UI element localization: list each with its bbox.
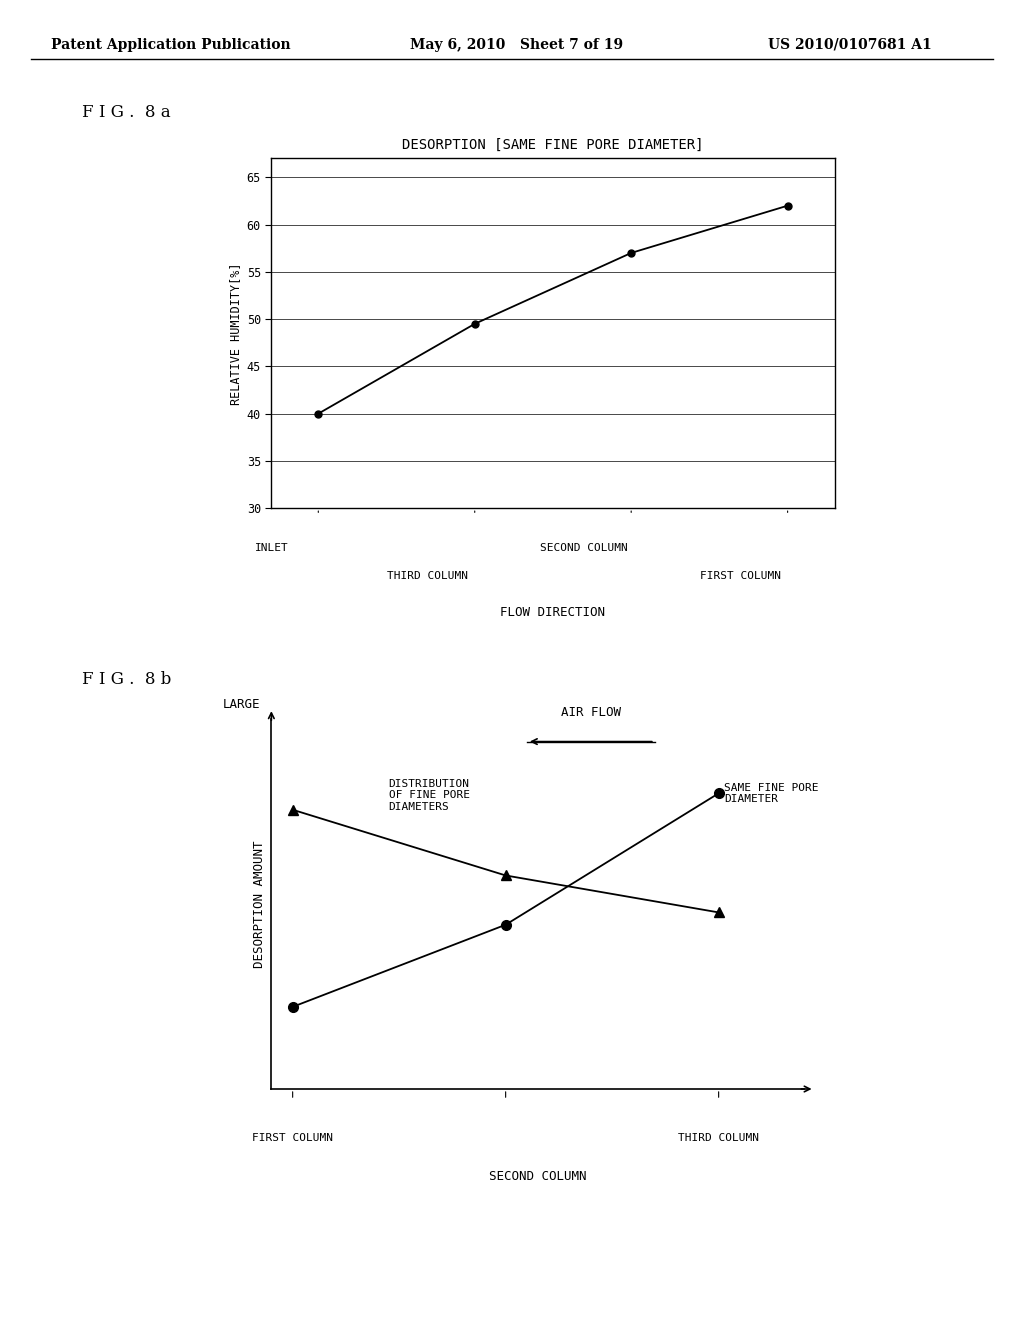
Text: AIR FLOW: AIR FLOW (561, 705, 621, 718)
Text: THIRD COLUMN: THIRD COLUMN (678, 1134, 759, 1143)
Y-axis label: RELATIVE HUMIDITY[%]: RELATIVE HUMIDITY[%] (229, 263, 243, 404)
Y-axis label: DESORPTION AMOUNT: DESORPTION AMOUNT (253, 841, 266, 968)
Text: US 2010/0107681 A1: US 2010/0107681 A1 (768, 38, 932, 51)
Text: FIRST COLUMN: FIRST COLUMN (700, 572, 781, 581)
Text: LARGE: LARGE (223, 698, 261, 711)
Text: SAME FINE PORE
DIAMETER: SAME FINE PORE DIAMETER (724, 783, 818, 804)
Text: May 6, 2010   Sheet 7 of 19: May 6, 2010 Sheet 7 of 19 (410, 38, 623, 51)
Text: Patent Application Publication: Patent Application Publication (51, 38, 291, 51)
Text: INLET: INLET (255, 544, 288, 553)
Text: FIRST COLUMN: FIRST COLUMN (252, 1134, 333, 1143)
Text: THIRD COLUMN: THIRD COLUMN (387, 572, 468, 581)
Text: SECOND COLUMN: SECOND COLUMN (488, 1171, 587, 1183)
Title: DESORPTION [SAME FINE PORE DIAMETER]: DESORPTION [SAME FINE PORE DIAMETER] (402, 137, 703, 152)
Text: F I G .  8 b: F I G . 8 b (82, 672, 171, 688)
Text: FLOW DIRECTION: FLOW DIRECTION (501, 606, 605, 619)
Text: DISTRIBUTION
OF FINE PORE
DIAMETERS: DISTRIBUTION OF FINE PORE DIAMETERS (388, 779, 470, 812)
Text: SECOND COLUMN: SECOND COLUMN (541, 544, 628, 553)
Text: F I G .  8 a: F I G . 8 a (82, 104, 171, 120)
